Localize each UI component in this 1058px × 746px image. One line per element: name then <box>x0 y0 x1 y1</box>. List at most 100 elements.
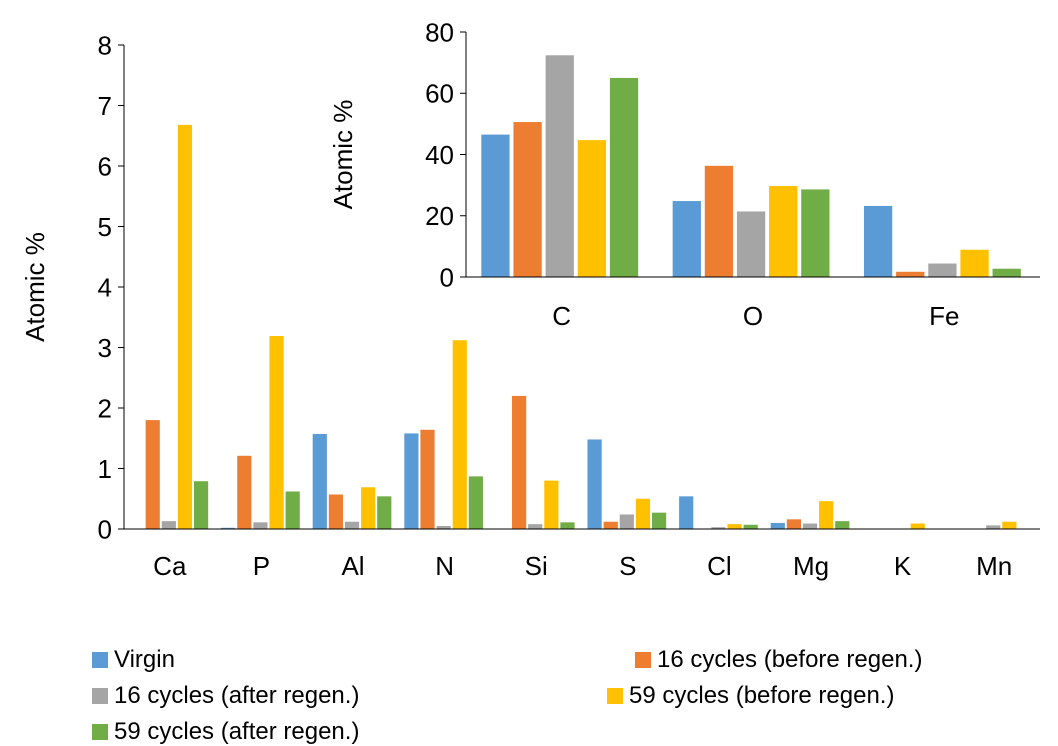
bar-al-series-3 <box>361 487 376 529</box>
bar-s-series-2 <box>619 514 634 529</box>
bar-al-series-4 <box>377 496 392 529</box>
bar-c-series-3 <box>577 140 607 277</box>
bar-p-series-1 <box>237 455 252 529</box>
legend-item-16-before: 16 cycles (before regen.) <box>635 646 922 674</box>
bar-c-series-2 <box>545 55 574 278</box>
x-tick-label: S <box>619 551 636 581</box>
x-tick-label: Cl <box>707 551 732 581</box>
legend-label: 59 cycles (after regen.) <box>114 718 360 745</box>
legend-item-59-after: 59 cycles (after regen.) <box>92 718 359 746</box>
inset-chart: 0 20 40 60 80 Atomic % C O Fe <box>328 17 1040 331</box>
legend-swatch <box>92 688 108 704</box>
bar-si-series-3 <box>544 480 559 529</box>
bar-mg-series-1 <box>786 519 802 529</box>
bar-o-series-0 <box>672 201 701 277</box>
bar-mg-series-4 <box>835 521 850 529</box>
x-tick-label: P <box>253 551 270 581</box>
bar-s-series-4 <box>651 512 667 529</box>
bar-n-series-4 <box>468 476 483 529</box>
bar-p-series-2 <box>253 522 268 529</box>
bar-p-series-4 <box>285 491 300 529</box>
y-tick-label: 8 <box>98 30 112 60</box>
y-tick-label: 5 <box>98 212 112 242</box>
y-tick-label: 0 <box>440 262 454 292</box>
bar-n-series-2 <box>436 525 451 529</box>
bar-ca-series-3 <box>177 124 193 530</box>
bar-mg-series-2 <box>802 523 818 529</box>
bar-s-series-0 <box>587 439 602 529</box>
y-axis-label: Atomic % <box>20 232 50 342</box>
legend-label: 16 cycles (after regen.) <box>114 682 360 709</box>
x-tick-label: Mn <box>976 551 1012 581</box>
y-tick-label: 2 <box>98 393 112 423</box>
x-tick-label: Al <box>341 551 364 581</box>
bar-n-series-3 <box>452 340 467 529</box>
legend-label: 16 cycles (before regen.) <box>657 646 923 673</box>
bar-p-series-0 <box>221 527 236 529</box>
bar-o-series-2 <box>736 211 766 277</box>
bar-si-series-2 <box>528 524 543 529</box>
x-tick-label: N <box>435 551 454 581</box>
legend-label: 59 cycles (before regen.) <box>629 682 895 709</box>
y-tick-label: 80 <box>425 17 454 47</box>
y-tick-label: 60 <box>425 79 454 109</box>
bar-al-series-1 <box>328 494 344 529</box>
legend-item-virgin: Virgin <box>92 646 175 674</box>
bar-fe-series-4 <box>992 268 1021 277</box>
bar-cl-series-0 <box>679 496 694 529</box>
bar-o-series-1 <box>704 165 734 277</box>
bar-fe-series-2 <box>928 263 957 277</box>
legend-item-16-after: 16 cycles (after regen.) <box>92 682 359 710</box>
bar-o-series-3 <box>769 186 798 277</box>
legend-swatch <box>635 652 651 668</box>
bar-p-series-3 <box>269 336 284 529</box>
bar-al-series-0 <box>312 434 327 529</box>
bar-al-series-2 <box>344 521 360 529</box>
bar-ca-series-1 <box>145 420 160 529</box>
bar-cl-series-3 <box>727 524 742 529</box>
bar-ca-series-2 <box>161 521 176 529</box>
bar-c-series-4 <box>609 77 639 277</box>
bar-fe-series-0 <box>863 205 893 277</box>
x-tick-label: Mg <box>793 551 829 581</box>
bar-ca-series-4 <box>193 481 209 529</box>
bar-s-series-1 <box>603 521 618 529</box>
y-tick-label: 7 <box>98 91 112 121</box>
bar-mn-series-2 <box>986 525 1001 529</box>
bar-mg-series-0 <box>770 522 785 529</box>
legend-label: Virgin <box>114 646 175 673</box>
y-tick-label: 3 <box>98 333 112 363</box>
bar-k-series-3 <box>910 523 925 529</box>
bar-mn-series-3 <box>1002 521 1017 529</box>
bar-si-series-4 <box>560 522 575 529</box>
bar-c-series-1 <box>513 122 542 277</box>
legend-swatch <box>607 688 623 704</box>
y-tick-label: 4 <box>98 272 112 302</box>
x-tick-label: C <box>552 301 571 331</box>
legend-swatch <box>92 724 108 740</box>
y-tick-label: 6 <box>98 151 112 181</box>
y-tick-label: 20 <box>425 201 454 231</box>
x-tick-label: Si <box>525 551 548 581</box>
bar-cl-series-2 <box>711 527 726 529</box>
legend-item-59-before: 59 cycles (before regen.) <box>607 682 894 710</box>
bar-n-series-1 <box>420 429 435 529</box>
x-tick-label: O <box>743 301 763 331</box>
y-tick-label: 0 <box>98 514 112 544</box>
bar-chart: 0 1 2 3 4 5 6 7 8 Atomic % Ca P Al N Si S Cl Mg K Mn 0 20 40 6… <box>20 17 1040 581</box>
bar-cl-series-4 <box>743 524 758 529</box>
bar-mg-series-3 <box>819 501 834 529</box>
bar-c-series-0 <box>481 134 510 277</box>
bar-fe-series-1 <box>896 271 925 277</box>
main-chart: 0 1 2 3 4 5 6 7 8 Atomic % Ca P Al N Si S Cl Mg K Mn <box>20 30 1040 581</box>
bar-n-series-0 <box>404 433 419 529</box>
y-tick-label: 1 <box>98 454 112 484</box>
bar-s-series-3 <box>635 498 651 529</box>
legend-swatch <box>92 652 108 668</box>
bar-o-series-4 <box>801 189 830 277</box>
y-tick-label: 40 <box>425 140 454 170</box>
y-axis-label: Atomic % <box>328 100 358 210</box>
x-tick-label: Fe <box>929 301 959 331</box>
bar-si-series-1 <box>512 395 527 529</box>
x-tick-label: Ca <box>153 551 187 581</box>
